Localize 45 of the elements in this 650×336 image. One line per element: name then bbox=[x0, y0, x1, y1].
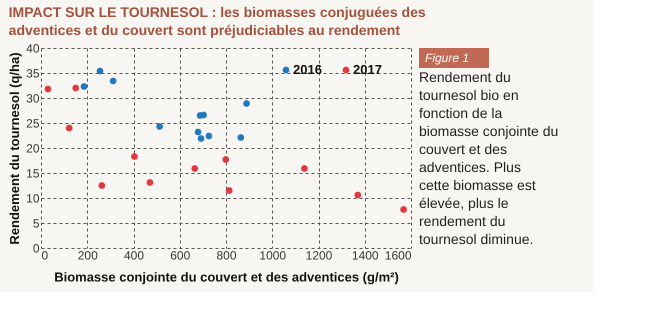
caption: Figure 1 bbox=[425, 51, 470, 65]
point bbox=[222, 156, 230, 163]
point bbox=[191, 165, 198, 172]
y-tick-label: 40 bbox=[26, 42, 40, 56]
point bbox=[400, 206, 407, 213]
x-tick-label: 1400 bbox=[352, 248, 379, 262]
chart-title: IMPACT SUR LE TOURNESOL : les biomasses conjuguées des adventices et du couvert sont préjudiciables au rendement bbox=[8, 4, 426, 38]
y-tick-label: 20 bbox=[26, 142, 40, 156]
point bbox=[72, 84, 80, 92]
x-tick-label: 1600 bbox=[384, 248, 412, 262]
point bbox=[146, 179, 154, 186]
y-tick-label: 15 bbox=[26, 166, 40, 180]
x-tick-label: 800 bbox=[216, 248, 237, 262]
y-tick-label: 35 bbox=[26, 66, 40, 80]
x-tick-label: 200 bbox=[78, 248, 98, 262]
x-axis-title: Biomasse conjointe du couvert et des adventices (g/m²) bbox=[54, 270, 399, 284]
point bbox=[96, 68, 104, 74]
point bbox=[44, 86, 52, 92]
y-tick-label: 5 bbox=[32, 216, 40, 230]
point bbox=[237, 134, 244, 141]
point bbox=[198, 135, 204, 142]
point bbox=[66, 124, 73, 132]
point bbox=[156, 123, 163, 130]
legend-label: 2016 bbox=[293, 62, 322, 77]
point bbox=[80, 83, 88, 90]
point bbox=[110, 78, 117, 84]
y-axis-title: Rendement du tournesol (q/ha) bbox=[7, 52, 22, 245]
x-tick-label: 400 bbox=[124, 248, 144, 262]
y-tick-label: 10 bbox=[26, 192, 40, 206]
point bbox=[243, 100, 250, 107]
x-tick-label: 1000 bbox=[259, 248, 286, 262]
point bbox=[226, 187, 233, 194]
point bbox=[131, 153, 138, 160]
point bbox=[194, 128, 202, 136]
point bbox=[206, 132, 212, 140]
y-tick-label: 25 bbox=[26, 116, 40, 130]
legend-label: 2017 bbox=[353, 62, 382, 77]
point bbox=[301, 165, 308, 172]
point bbox=[98, 182, 106, 189]
point bbox=[354, 192, 362, 198]
x-tick-label: 600 bbox=[170, 248, 191, 262]
text: Rendement du tournesol bio en fonction de la biomasse conjointe du couvert et des adventices. Plus cette biomasse est élevée, plus le rendement du tournesol diminue. bbox=[419, 69, 558, 247]
x-tick-label: 1200 bbox=[306, 248, 333, 262]
x-tick-label: 0 bbox=[42, 248, 48, 262]
y-tick-label: 30 bbox=[26, 92, 40, 106]
